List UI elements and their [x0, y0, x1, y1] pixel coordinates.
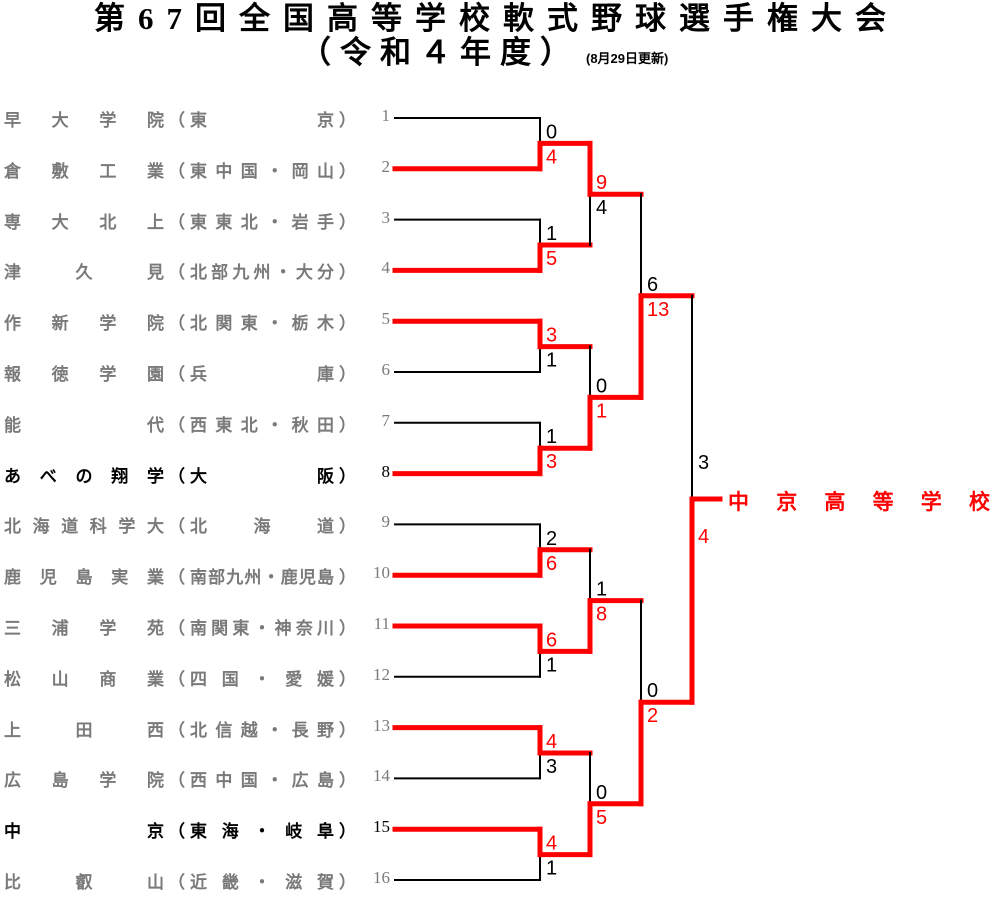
team-name: 早大学院 [4, 111, 164, 131]
page-subtitle: （令和４年度） [300, 35, 580, 70]
score-label: 0 [596, 782, 607, 804]
score-label: 3 [698, 452, 709, 474]
team-row: 専大北上 （東東北・岩手） 3 [4, 207, 391, 233]
team-row: 津久見 （北部九州・大分） 4 [4, 258, 391, 284]
team-number: 6 [381, 360, 391, 379]
team-number: 16 [373, 868, 390, 887]
team-name: 三浦学苑 [4, 619, 164, 639]
champion-name: 中京高等学校 [728, 490, 990, 514]
team-name: 松山商業 [4, 669, 164, 690]
score-label: 1 [596, 579, 607, 601]
team-row: 作新学院 （北関東・栃木） 5 [4, 309, 391, 335]
score-label: 0 [647, 680, 658, 702]
team-number: 15 [373, 817, 390, 837]
team-name: 能代 [4, 415, 164, 436]
score-label: 2 [647, 705, 658, 727]
team-name: 上田西 [4, 720, 164, 741]
team-number: 10 [373, 563, 390, 583]
score-label: 6 [546, 629, 557, 651]
team-row: 中京 （東海・岐阜） 15 [4, 817, 390, 843]
team-row: 能代 （西東北・秋田） 7 [4, 410, 391, 436]
score-label: 5 [546, 248, 557, 270]
subtitle-row: （令和４年度） (8月29日更新) [300, 37, 668, 69]
score-label: 9 [596, 172, 607, 194]
team-row: あべの翔学 （大 阪） 8 [4, 461, 391, 487]
score-label: 1 [546, 426, 557, 448]
team-number: 11 [373, 614, 390, 633]
team-name: 広島学院 [4, 771, 164, 792]
score-label: 4 [698, 526, 709, 548]
team-number: 4 [381, 258, 391, 278]
score-label: 5 [596, 807, 607, 829]
update-date: (8月29日更新) [586, 51, 669, 66]
score-label: 1 [546, 223, 557, 245]
score-label: 3 [546, 325, 557, 347]
score-label: 8 [596, 604, 607, 626]
team-row: 比叡山 （近畿・滋賀） 16 [4, 868, 390, 893]
team-name: 津久見 [4, 263, 164, 284]
team-row: 鹿児島実業 （南部九州・鹿児島） 10 [4, 563, 390, 589]
team-number: 8 [381, 461, 391, 481]
team-number: 12 [373, 664, 390, 684]
team-row: 北海道科学大 （北海道） 9 [4, 512, 391, 538]
score-label: 4 [546, 146, 557, 168]
team-name: 北海道科学大 [4, 517, 164, 538]
score-label: 4 [546, 833, 557, 855]
score-label: 0 [546, 121, 557, 143]
page-title: 第67回全国高等学校軟式野球選手権大会 [94, 1, 899, 36]
team-number: 13 [373, 715, 390, 735]
score-label: 1 [546, 654, 557, 676]
team-number: 7 [381, 410, 391, 430]
team-row: 倉敷工業 （東中国・岡山） 2 [4, 156, 391, 182]
team-row: 三浦学苑 （南関東・神奈川） 11 [4, 614, 390, 639]
score-label: 2 [546, 528, 557, 550]
score-label: 0 [596, 375, 607, 397]
score-label: 4 [546, 731, 557, 753]
score-label: 4 [596, 197, 607, 219]
team-number: 1 [381, 106, 391, 125]
team-row: 広島学院 （西中国・広島） 14 [4, 766, 390, 792]
score-label: 13 [647, 299, 669, 321]
team-name: 鹿児島実業 [4, 568, 164, 589]
team-name: あべの翔学 [4, 466, 164, 487]
team-number: 3 [381, 207, 391, 227]
team-name: 比叡山 [4, 873, 164, 893]
team-number: 9 [381, 512, 391, 532]
team-number: 14 [373, 766, 390, 786]
team-row: 松山商業 （四国・愛媛） 12 [4, 664, 390, 690]
team-name: 専大北上 [4, 212, 164, 233]
team-name: 作新学院 [4, 314, 164, 335]
score-label: 1 [596, 400, 607, 422]
team-number: 5 [381, 309, 391, 329]
team-name: 倉敷工業 [4, 161, 164, 182]
score-label: 1 [546, 858, 557, 880]
score-label: 3 [546, 756, 557, 778]
score-label: 6 [647, 274, 658, 296]
team-row: 報徳学園 （兵 庫） 6 [4, 360, 391, 385]
score-label: 3 [546, 451, 557, 473]
score-label: 1 [546, 350, 557, 372]
team-name: 中京 [4, 822, 164, 843]
team-row: 上田西 （北信越・長野） 13 [4, 715, 390, 741]
team-number: 2 [381, 156, 391, 176]
team-name: 報徳学園 [4, 365, 164, 385]
team-row: 早大学院 （東 京） 1 [4, 106, 391, 131]
score-label: 6 [546, 553, 557, 575]
